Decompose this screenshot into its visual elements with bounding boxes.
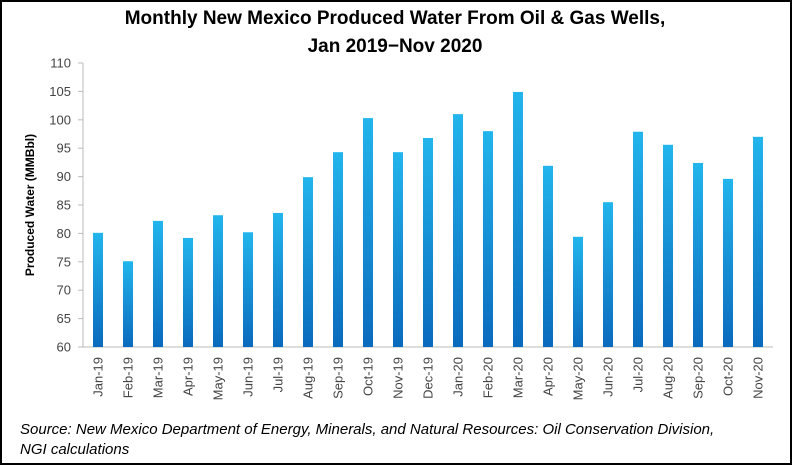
bar — [363, 118, 373, 347]
x-tick-label: Apr-19 — [181, 357, 196, 396]
chart-title: Monthly New Mexico Produced Water From O… — [125, 8, 666, 29]
x-tick-label: Jul-20 — [631, 357, 646, 392]
bar — [573, 236, 583, 347]
x-tick-label: Mar-19 — [151, 357, 166, 398]
source-note: Source: New Mexico Department of Energy,… — [20, 421, 714, 438]
x-tick-label: Aug-19 — [301, 357, 316, 399]
bar — [333, 152, 343, 347]
x-tick-label: Oct-20 — [721, 357, 736, 396]
y-tick-label: 60 — [57, 340, 71, 355]
bar — [723, 178, 733, 347]
bar — [513, 91, 523, 347]
bar — [483, 131, 493, 347]
bar — [153, 220, 163, 347]
x-tick-label: Nov-19 — [391, 357, 406, 399]
y-tick-label: 80 — [57, 226, 71, 241]
bar — [213, 215, 223, 347]
y-tick-label: 110 — [50, 56, 71, 71]
x-tick-label: Aug-20 — [661, 357, 676, 399]
bar — [273, 212, 283, 347]
bar — [753, 136, 763, 347]
bar — [633, 131, 643, 347]
bar — [423, 137, 433, 347]
bar — [693, 162, 703, 347]
x-tick-label: Nov-20 — [751, 357, 766, 399]
bar — [393, 152, 403, 347]
x-tick-label: Dec-19 — [421, 357, 436, 399]
bar — [183, 237, 193, 347]
x-tick-label: Jan-19 — [91, 357, 106, 397]
source-note: NGI calculations — [20, 441, 130, 458]
y-tick-label: 90 — [57, 169, 71, 184]
x-tick-label: Feb-20 — [481, 357, 496, 398]
bar — [603, 202, 613, 347]
x-tick-label: May-20 — [571, 357, 586, 400]
bar — [303, 177, 313, 347]
x-tick-label: Sep-19 — [331, 357, 346, 399]
chart-title: Jan 2019−Nov 2020 — [308, 36, 483, 57]
y-tick-label: 85 — [57, 198, 71, 213]
y-tick-label: 100 — [49, 112, 71, 127]
x-tick-label: Jun-19 — [241, 357, 256, 397]
bar — [543, 165, 553, 347]
x-tick-label: Jun-20 — [601, 357, 616, 397]
x-tick-label: Jan-20 — [451, 357, 466, 397]
bar — [663, 144, 673, 347]
x-tick-label: Oct-19 — [361, 357, 376, 396]
y-tick-label: 95 — [57, 141, 71, 156]
bar — [243, 232, 253, 347]
bar — [123, 261, 133, 347]
x-tick-label: Feb-19 — [121, 357, 136, 398]
y-axis-label: Produced Water (MMBbl) — [23, 134, 37, 276]
x-tick-label: Mar-20 — [511, 357, 526, 398]
y-tick-label: 75 — [57, 254, 71, 269]
bar — [453, 114, 463, 348]
y-tick-label: 105 — [49, 84, 71, 99]
x-tick-label: May-19 — [211, 357, 226, 400]
x-tick-label: Apr-20 — [541, 357, 556, 396]
x-tick-label: Sep-20 — [691, 357, 706, 399]
bar — [93, 232, 103, 347]
y-tick-label: 70 — [57, 283, 71, 298]
y-tick-label: 65 — [57, 311, 71, 326]
x-tick-label: Jul-19 — [271, 357, 286, 392]
